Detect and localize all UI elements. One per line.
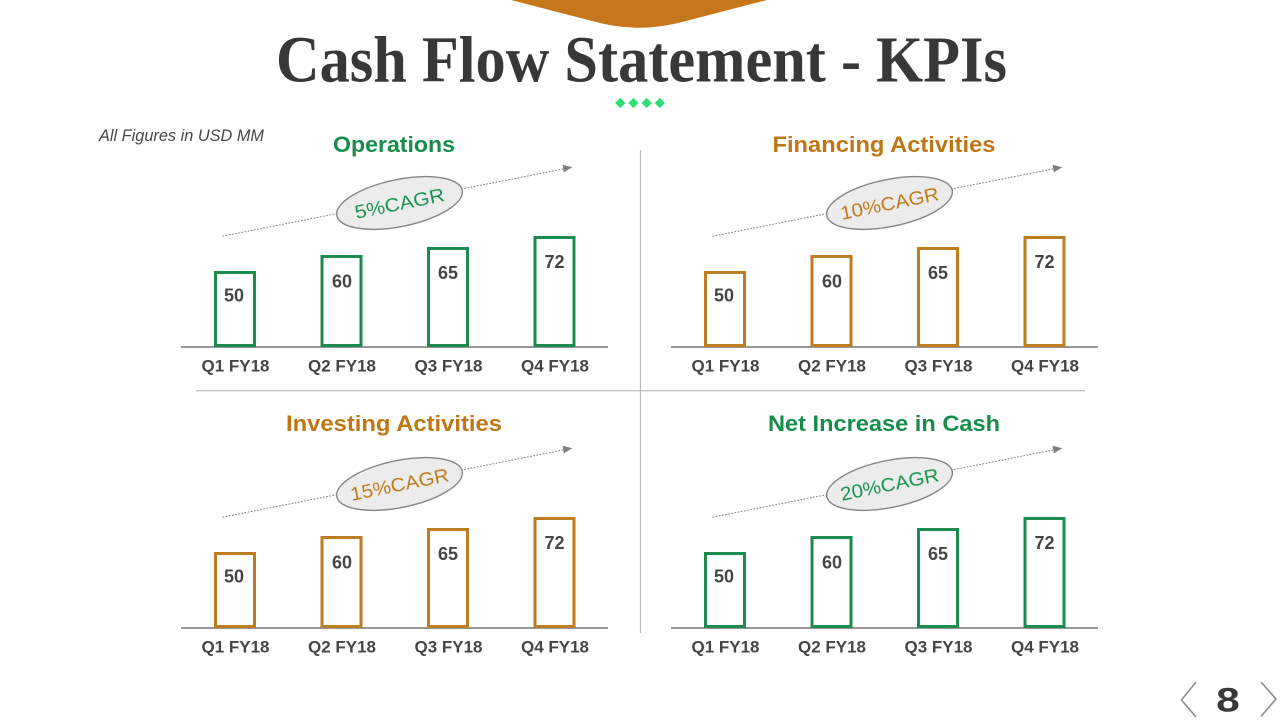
svg-text:Net Increase in Cash: Net Increase in Cash [768,411,1000,436]
svg-text:Financing Activities: Financing Activities [773,132,996,157]
svg-text:All Figures in USD MM: All Figures in USD MM [98,126,265,145]
svg-text:Cash Flow Statement - KPIs: Cash Flow Statement - KPIs [276,24,1007,97]
svg-text:8: 8 [1216,681,1240,719]
svg-text:Operations: Operations [333,132,455,157]
svg-text:Investing Activities: Investing Activities [286,411,502,436]
